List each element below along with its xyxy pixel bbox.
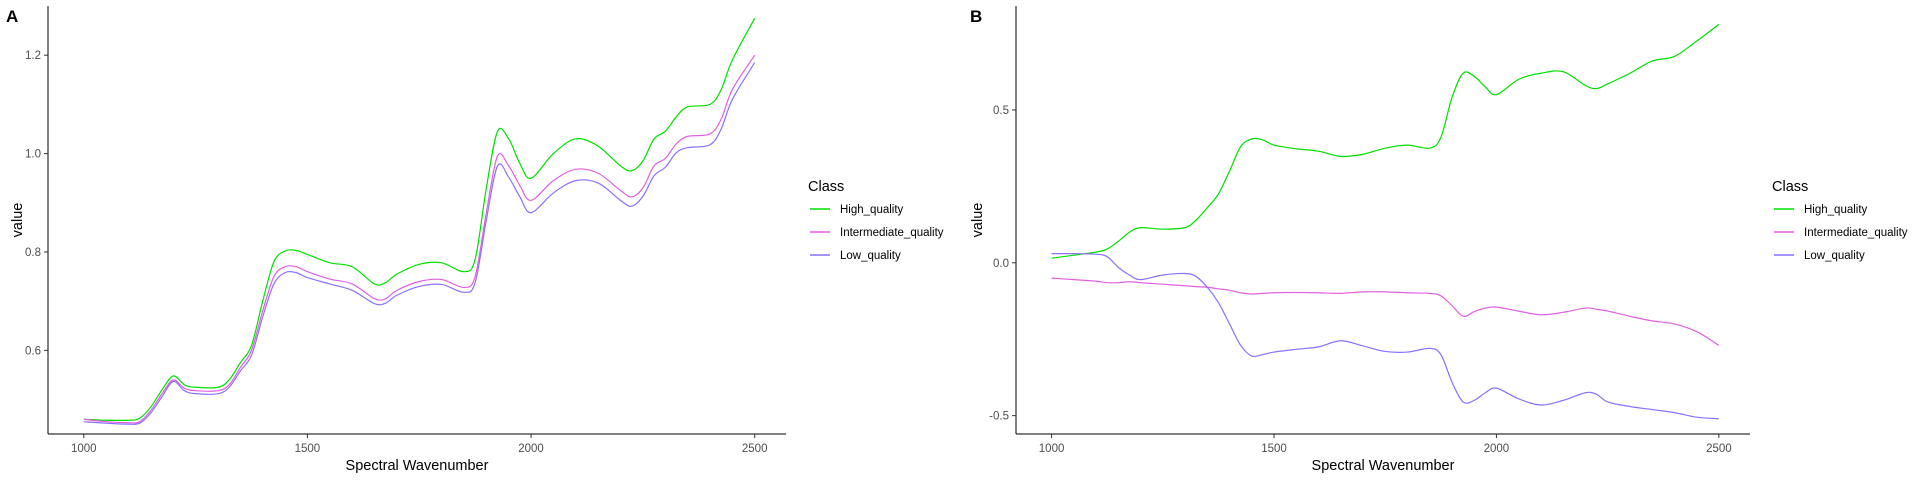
- y-tick-label-a-0: 0.6: [25, 345, 41, 357]
- y-axis-title-b: value: [970, 203, 986, 238]
- legend-label-a-intermediate-quality: Intermediate_quality: [840, 227, 944, 239]
- ticks-layer-a: 1000 1500 2000 2500 0.6 0.8 1.0 1.2: [25, 50, 767, 455]
- x-tick-label-a-1500: 1500: [295, 443, 321, 455]
- x-tick-label-b-2500: 2500: [1706, 443, 1732, 455]
- series-line-a-low-quality: [83, 62, 756, 425]
- series-line-b-high-quality: [1051, 23, 1720, 259]
- legend-label-b-high-quality: High_quality: [1804, 204, 1868, 216]
- x-axis-title-b: Spectral Wavenumber: [1312, 458, 1455, 474]
- y-tick-label-a-3: 1.2: [25, 50, 41, 62]
- x-tick-label-b-1000: 1000: [1039, 443, 1065, 455]
- series-line-b-low-quality: [1051, 252, 1719, 420]
- legend-label-b-low-quality: Low_quality: [1804, 250, 1865, 262]
- x-tick-label-a-2000: 2000: [518, 443, 544, 455]
- panel-label-b: B: [970, 7, 982, 26]
- series-layer-b: [1051, 23, 1720, 420]
- panel-a: A 1000 1500 2000 2500 0.6 0.8 1.0 1.2 Spectral …: [6, 6, 944, 474]
- legend-label-b-intermediate-quality: Intermediate_quality: [1804, 227, 1908, 239]
- legend-title-b: Class: [1772, 179, 1808, 195]
- legend-label-a-high-quality: High_quality: [840, 204, 904, 216]
- legend-label-a-low-quality: Low_quality: [840, 250, 901, 262]
- y-tick-label-b-0: -0.5: [989, 411, 1009, 423]
- y-tick-label-a-1: 0.8: [25, 247, 41, 259]
- legend-a: Class High_quality Intermediate_quality …: [808, 179, 944, 262]
- x-tick-label-a-2500: 2500: [742, 443, 768, 455]
- x-tick-label-b-1500: 1500: [1261, 443, 1287, 455]
- y-axis-title-a: value: [10, 203, 26, 238]
- x-tick-label-a-1000: 1000: [71, 443, 97, 455]
- y-tick-label-b-2: 0.5: [993, 105, 1009, 117]
- series-layer-a: [83, 18, 756, 425]
- x-tick-label-b-2000: 2000: [1484, 443, 1510, 455]
- y-tick-label-a-2: 1.0: [25, 149, 41, 161]
- legend-title-a: Class: [808, 179, 844, 195]
- series-line-a-high-quality: [83, 18, 756, 422]
- x-axis-title-a: Spectral Wavenumber: [346, 458, 489, 474]
- series-line-b-intermediate-quality: [1051, 277, 1720, 346]
- legend-b: Class High_quality Intermediate_quality …: [1772, 179, 1908, 262]
- panel-b: B 1000 1500 2000 2500 -0.5 0.0 0.5 Spectral Wa…: [970, 6, 1908, 474]
- ticks-layer-b: 1000 1500 2000 2500 -0.5 0.0 0.5: [989, 105, 1731, 455]
- series-line-a-intermediate-quality: [83, 54, 756, 424]
- y-tick-label-b-1: 0.0: [993, 258, 1009, 270]
- panel-label-a: A: [6, 7, 18, 26]
